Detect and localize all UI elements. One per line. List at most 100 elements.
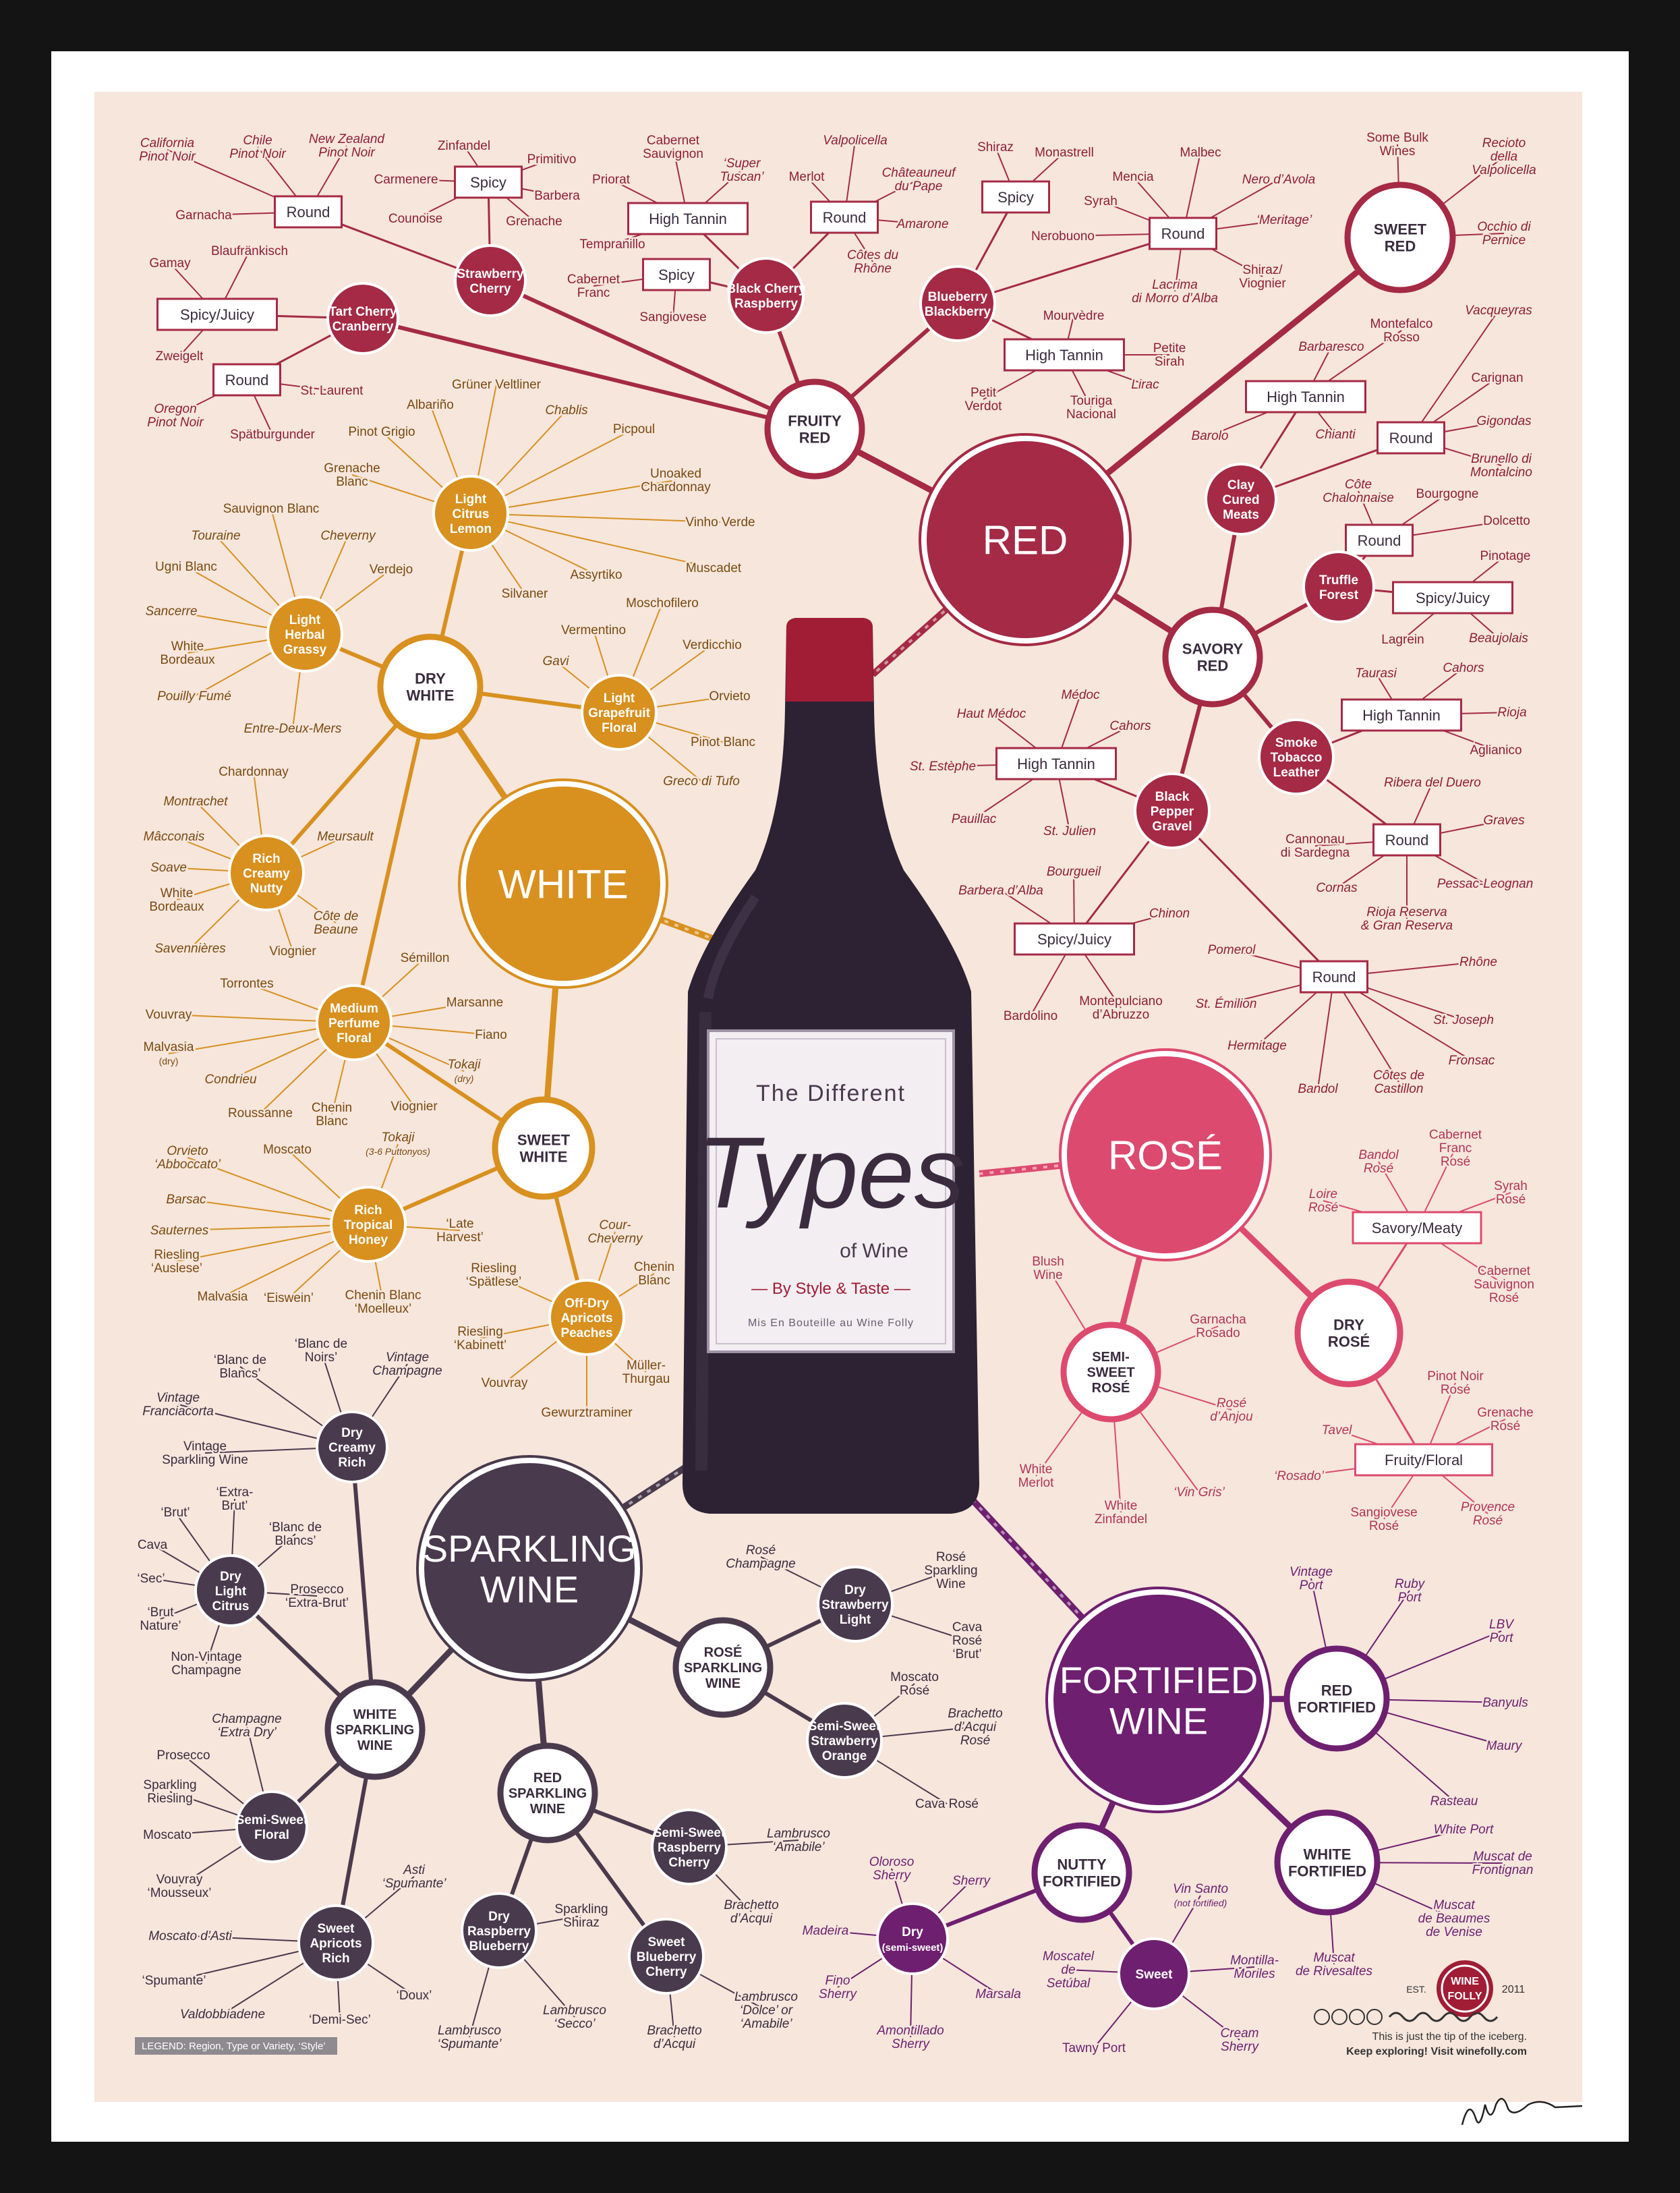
variety-sauvignon-line: Sauvignon xyxy=(643,147,703,161)
variety-gran-reserva-line: & Gran Reserva xyxy=(1361,919,1453,933)
variety-savenni-res: Savennières xyxy=(154,942,226,956)
variety-st-joseph: St. Joseph xyxy=(1433,1013,1494,1027)
variety-vintage-line: Vintage xyxy=(1290,1565,1333,1579)
variety-asti-line: Asti xyxy=(403,1863,425,1877)
variety-sauternes: Sauternes xyxy=(150,1224,209,1238)
variety-ros-line: Rosé xyxy=(746,1543,776,1558)
node-label-line: SPARKLING xyxy=(684,1661,762,1676)
style-box-high-tannin: High Tannin xyxy=(1341,698,1462,732)
variety-set-bal-line: Setúbal xyxy=(1047,1976,1091,1991)
node-circle xyxy=(461,781,666,986)
style-box-label: Round xyxy=(225,372,269,389)
variety-moscato: Moscato xyxy=(263,1143,312,1157)
variety-d-acqui-line: d’Acqui xyxy=(954,1720,997,1734)
variety-c-te-line: Côte xyxy=(1345,478,1372,492)
node-circle xyxy=(316,1411,388,1483)
style-box-spicy: Spicy xyxy=(454,165,523,199)
node-label-line: SPARKLING xyxy=(509,1786,587,1801)
node-label-line: Tart Cherry xyxy=(328,305,397,319)
variety-dry-line: (dry) xyxy=(159,1056,179,1066)
node-label-line: Creamy xyxy=(328,1441,376,1455)
variety-super-line: ‘Super xyxy=(724,156,761,171)
wine-folly-logo: WINE FOLLY xyxy=(1437,1960,1493,2017)
style-box-label: High Tannin xyxy=(1362,707,1441,724)
variety-prosecco: Prosecco xyxy=(156,1748,210,1763)
variety-doux: ‘Doux’ xyxy=(397,1989,432,2003)
node-circle xyxy=(377,633,484,740)
node-label-line: Black xyxy=(1155,790,1190,804)
node-label-line: WINE xyxy=(357,1738,393,1753)
variety-rioja: Rioja xyxy=(1497,706,1526,720)
variety-de-beaumes-line: de Beaumes xyxy=(1418,1912,1490,1926)
style-box-round: Round xyxy=(810,200,879,234)
variety-shiraz: Shiraz xyxy=(977,140,1014,154)
variety-rosso-line: Rosso xyxy=(1383,331,1420,345)
est-label: EST. xyxy=(1406,1984,1426,1995)
node-label-line: SPARKLING xyxy=(423,1527,636,1570)
variety-sparkling-line: Sparkling xyxy=(143,1778,196,1792)
variety-gigondas: Gigondas xyxy=(1476,414,1532,428)
node-circle xyxy=(266,596,343,673)
variety-mencia: Mencia xyxy=(1112,170,1154,184)
node-rose: ROSÉ xyxy=(1059,1048,1272,1261)
variety-franc-line: Franc xyxy=(577,286,610,300)
variety-bandol: Bandol xyxy=(1298,1082,1338,1096)
variety-ros-line: Rosé xyxy=(952,1634,982,1648)
bottle-title-line1: The Different xyxy=(756,1081,906,1106)
variety-moscato: Moscato xyxy=(143,1828,192,1842)
node-label-line: SWEET xyxy=(1374,221,1427,237)
node-circle xyxy=(919,265,996,342)
variety-blanc-line: Blanc xyxy=(638,1274,670,1288)
variety-de-venise-line: de Venise xyxy=(1426,1925,1482,1939)
variety-white-line: White xyxy=(161,886,194,901)
variety-st-milion: St. Émilion xyxy=(1196,997,1257,1011)
style-box-label: High Tannin xyxy=(1025,347,1103,364)
style-box-frame xyxy=(810,200,879,234)
variety-sancerre: Sancerre xyxy=(145,604,197,619)
variety-amontillado-line: Amontillado xyxy=(876,2024,944,2038)
node-circle xyxy=(1062,1051,1269,1259)
node-white: WHITE xyxy=(458,778,668,989)
variety-chenin-blanc-line: Chenin Blanc xyxy=(345,1288,421,1303)
variety-petit-line: Petit xyxy=(971,386,997,400)
footer-line1: This is just the tip of the iceberg. xyxy=(1372,2031,1527,2043)
node-label-line: Lemon xyxy=(450,522,492,536)
variety-rosado-line: Rosado xyxy=(1196,1326,1240,1340)
variety-verdejo: Verdejo xyxy=(370,563,413,577)
variety-port-line: Port xyxy=(1398,1591,1422,1605)
iceberg-waves xyxy=(1388,2012,1499,2022)
node-label-line: Light xyxy=(215,1585,247,1599)
variety-orvieto-line: Orvieto xyxy=(167,1144,208,1158)
variety-sherry-line: Sherry xyxy=(892,2037,930,2051)
est-year: 2011 xyxy=(1502,1984,1526,1995)
variety-secco-line: ‘Secco’ xyxy=(554,2017,596,2031)
variety-vermentino: Vermentino xyxy=(561,623,626,637)
variety-montepulciano-line: Montepulciano xyxy=(1079,994,1163,1008)
variety-sangiovese-line: Sangiovese xyxy=(1350,1506,1417,1520)
variety-amabile-line: ‘Amabile’ xyxy=(772,1840,825,1854)
node-circle xyxy=(1134,772,1211,849)
variety-petite-line: Petite xyxy=(1153,341,1186,355)
variety-tavel: Tavel xyxy=(1322,1423,1352,1437)
variety-brachetto-line: Brachetto xyxy=(647,2024,701,2038)
style-box-label: Spicy/Juicy xyxy=(180,306,254,323)
variety-viognier-line: Viognier xyxy=(1239,277,1286,291)
style-box-label: Spicy/Juicy xyxy=(1037,931,1111,948)
variety-ribera-del-duero: Ribera del Duero xyxy=(1384,776,1481,790)
variety-counoise: Counoise xyxy=(388,212,442,226)
node-label-line: Peaches xyxy=(560,1326,612,1340)
node-circle xyxy=(1294,1278,1403,1388)
variety-thurgau-line: Thurgau xyxy=(622,1372,670,1386)
variety-noirs-line: Noirs’ xyxy=(305,1350,338,1365)
node-label-line: Truffle xyxy=(1319,573,1358,588)
variety-pinot-noir-line: Pinot Noir xyxy=(318,146,375,160)
node-label-line: Semi-Sweet xyxy=(809,1719,881,1734)
variety-greco-di-tufo: Greco di Tufo xyxy=(663,774,740,789)
style-box-frame xyxy=(156,297,278,331)
